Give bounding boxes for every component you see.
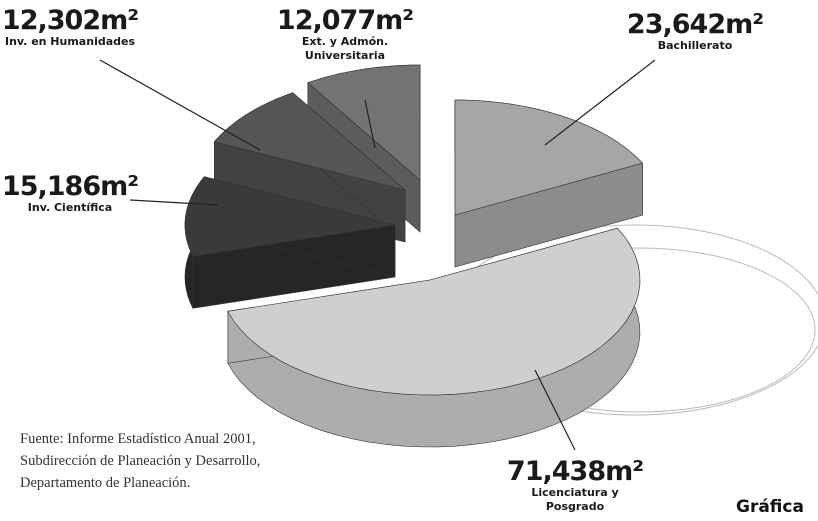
slice-name-label-0: Bachillerato	[658, 39, 733, 52]
pie-slice-top-3	[213, 92, 406, 191]
pie-slice-top-1	[227, 227, 641, 396]
pie-slice-top-2	[184, 176, 396, 257]
source-line-1: Fuente: Informe Estadístico Anual 2001,	[20, 431, 256, 447]
figure-label: Gráfica	[736, 497, 804, 517]
pie-slice-2	[184, 175, 396, 309]
slice-name-label-2: Inv. Científica	[28, 201, 112, 214]
slice-value-label-0: 23,642m²	[627, 9, 763, 40]
leader-line-2	[129, 199, 219, 206]
slice-name-label-1-0: Licenciatura y	[531, 486, 618, 499]
pie-slice-1	[227, 227, 641, 448]
slice-name-label-3: Inv. en Humanidades	[5, 35, 135, 48]
leader-line-4	[364, 99, 376, 149]
pie-slice-0	[454, 99, 644, 268]
slice-value-label-1: 71,438m²	[507, 456, 643, 487]
pie-slice-3	[213, 92, 406, 243]
pie-slice-top-0	[454, 99, 644, 216]
source-line-3: Departamento de Planeación.	[20, 475, 191, 491]
slice-value-label-3: 12,302m²	[2, 5, 138, 36]
slice-value-label-4: 12,077m²	[277, 5, 413, 36]
slice-name-label-4-0: Ext. y Admón.	[302, 35, 388, 48]
slice-name-label-4-1: Universitaria	[305, 49, 385, 62]
leader-line-3	[99, 59, 261, 151]
pie-slice-top-4	[307, 64, 421, 181]
source-line-2: Subdirección de Planeación y Desarrollo,	[20, 453, 261, 469]
slice-name-label-1-1: Posgrado	[546, 500, 605, 513]
slice-value-label-2: 15,186m²	[2, 171, 138, 202]
leader-line-0	[544, 59, 656, 146]
leader-line-1	[534, 369, 576, 451]
